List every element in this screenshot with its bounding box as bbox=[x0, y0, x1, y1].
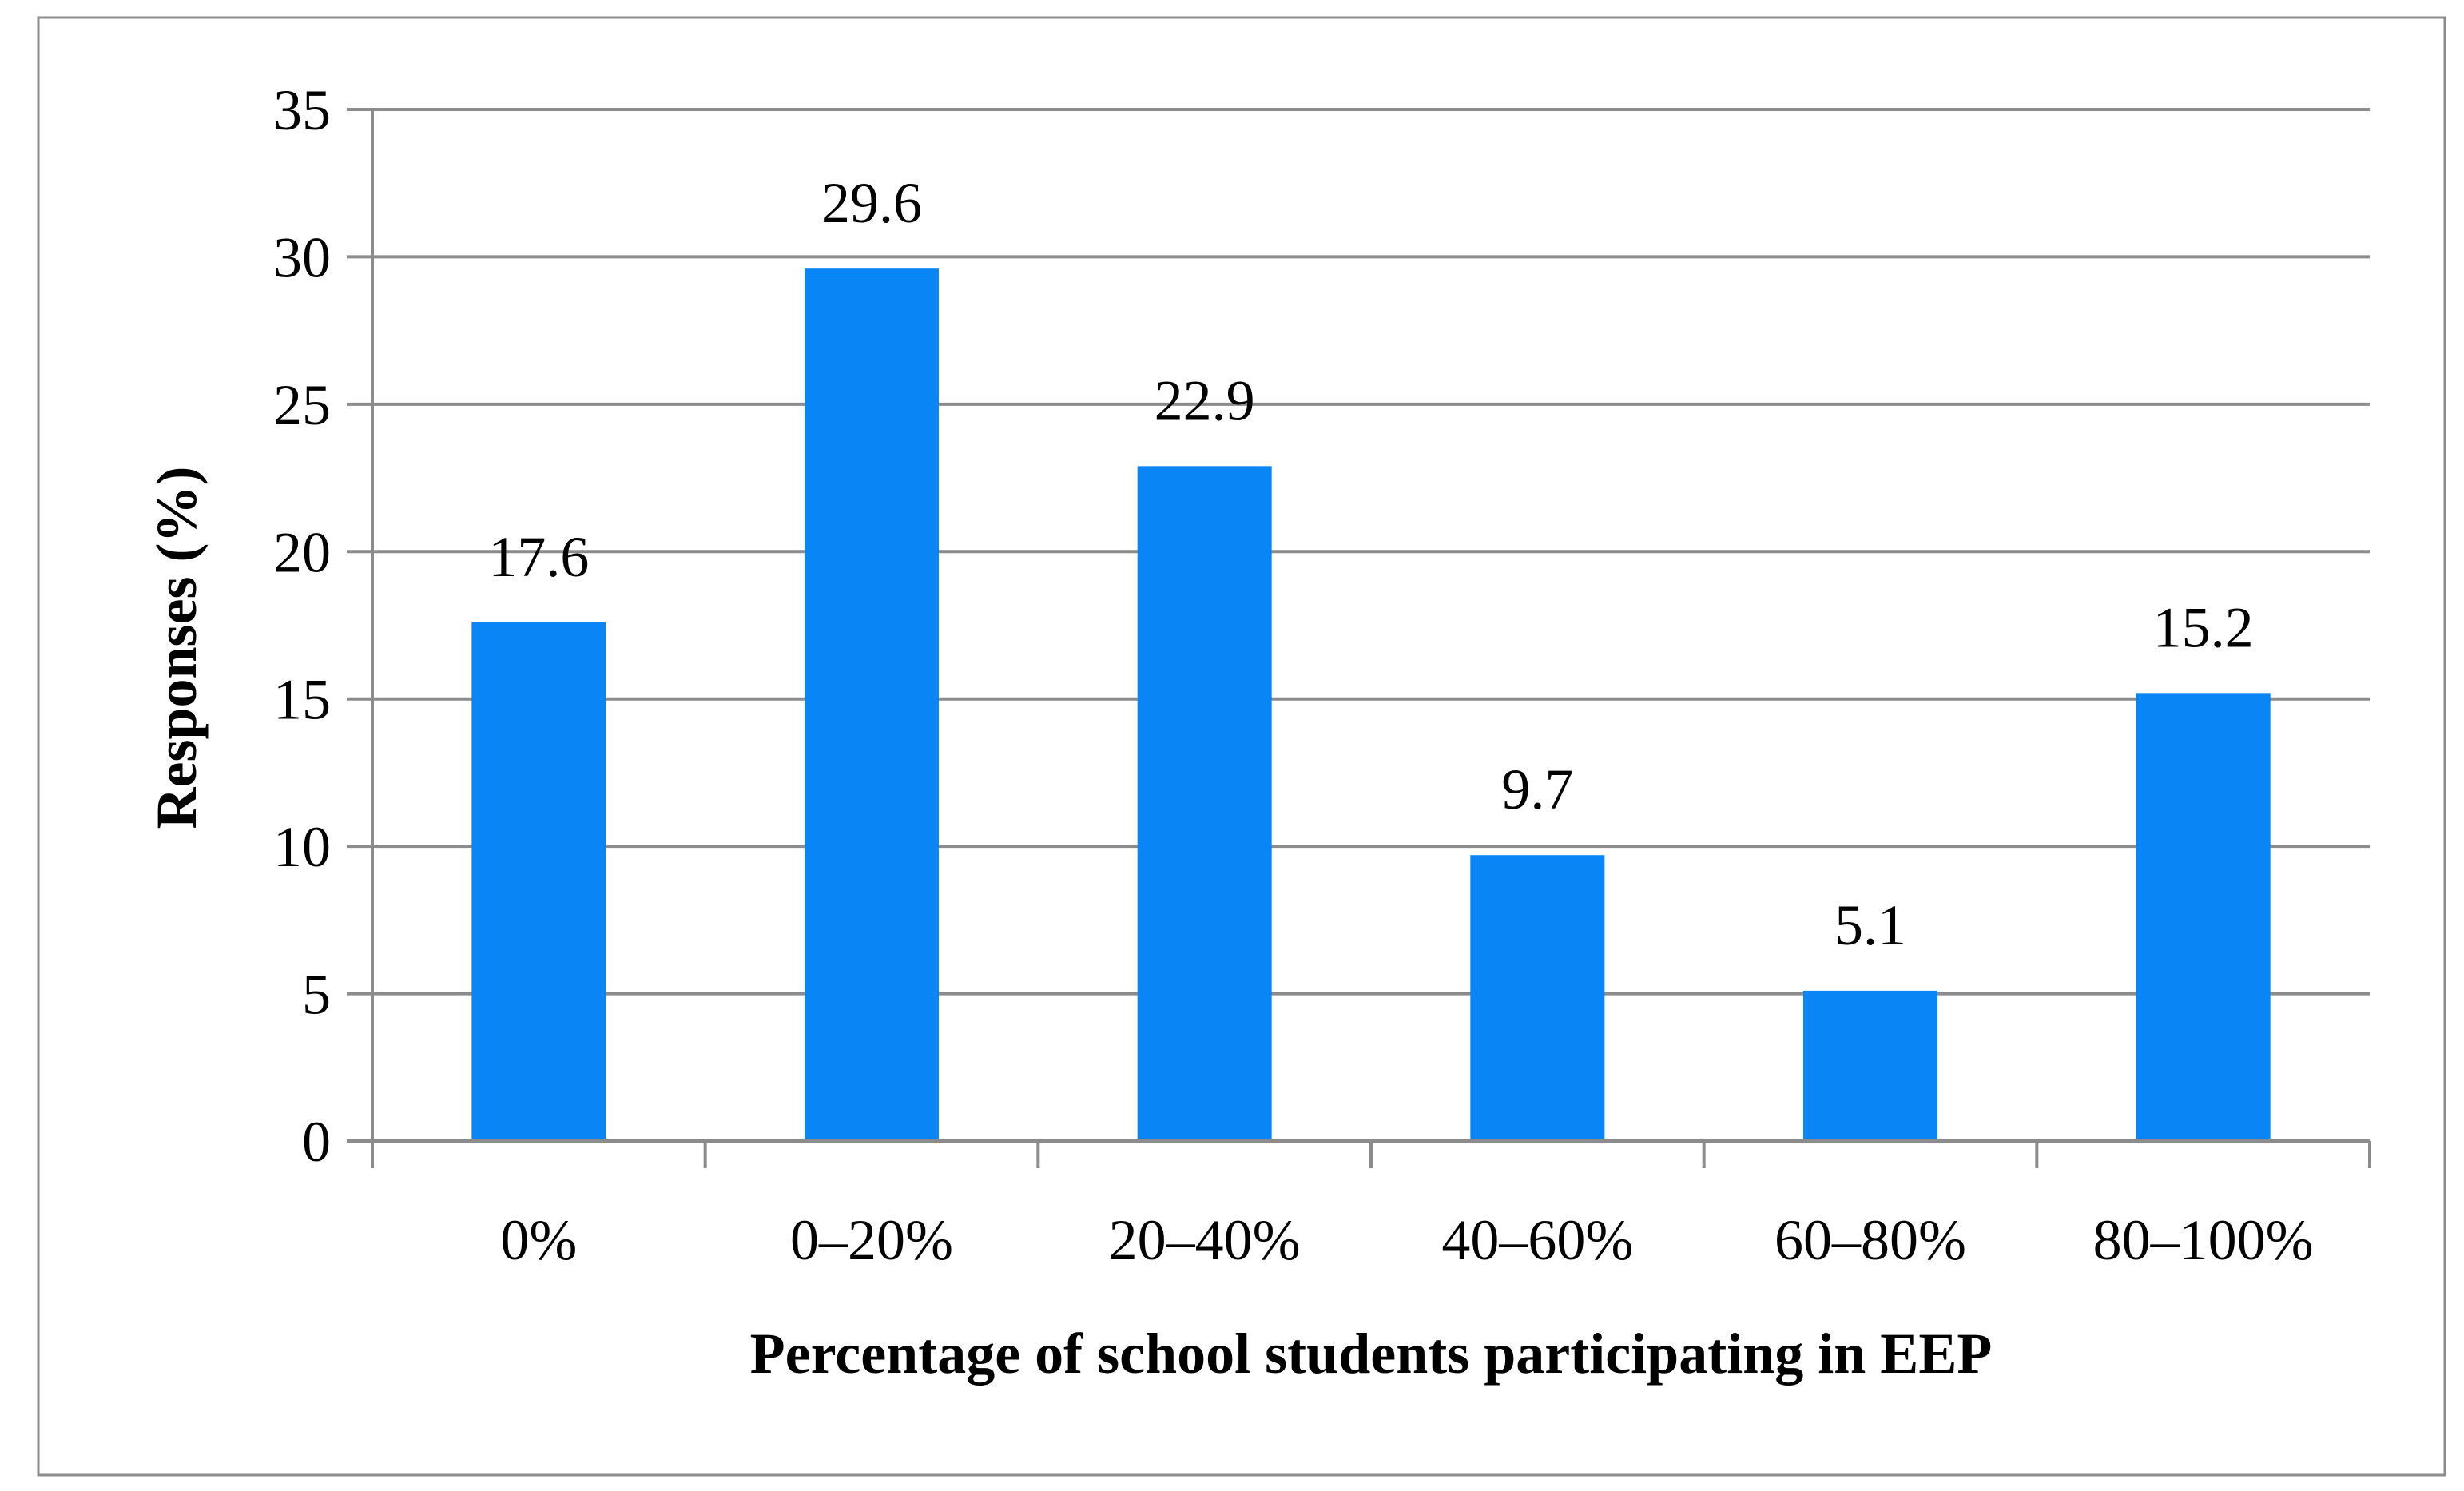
bar-4 bbox=[1470, 855, 1605, 1141]
data-label: 15.2 bbox=[2153, 595, 2254, 659]
x-axis-title: Percentage of school students participat… bbox=[750, 1322, 1993, 1386]
x-tick-label: 20–40% bbox=[1109, 1208, 1301, 1272]
y-tick-label: 20 bbox=[273, 520, 331, 584]
data-label: 29.6 bbox=[821, 171, 922, 235]
bar-2 bbox=[805, 268, 939, 1141]
x-tick-label: 80–100% bbox=[2093, 1208, 2314, 1272]
y-tick-label: 5 bbox=[302, 963, 331, 1027]
data-labels: 17.6 29.6 22.9 9.7 5.1 15.2 bbox=[488, 171, 2253, 957]
bars bbox=[471, 268, 2271, 1141]
y-tick-label: 25 bbox=[273, 373, 331, 437]
x-tick-label: 40–60% bbox=[1441, 1208, 1633, 1272]
data-label: 22.9 bbox=[1155, 368, 1255, 432]
y-tick-label: 10 bbox=[273, 815, 331, 879]
data-label: 9.7 bbox=[1501, 757, 1573, 821]
x-tick-label: 0–20% bbox=[790, 1208, 953, 1272]
x-tick-label: 0% bbox=[500, 1208, 577, 1272]
data-label: 5.1 bbox=[1834, 893, 1906, 957]
gridlines bbox=[372, 108, 2370, 996]
bar-3 bbox=[1137, 466, 1272, 1141]
y-axis-title: Responses (%) bbox=[145, 466, 209, 829]
y-tick-label: 30 bbox=[273, 225, 331, 289]
bar-5 bbox=[1803, 990, 1937, 1141]
axes: 0 5 10 15 20 25 30 35 0% 0–20% 20–40% 40–60% 60–80% 8… bbox=[273, 78, 2371, 1272]
data-label: 17.6 bbox=[488, 525, 589, 589]
bar-1 bbox=[471, 622, 606, 1141]
x-tick-label: 60–80% bbox=[1774, 1208, 1966, 1272]
bar-6 bbox=[2136, 693, 2271, 1141]
y-tick-label: 15 bbox=[273, 668, 331, 732]
y-tick-label: 0 bbox=[302, 1110, 331, 1174]
y-tick-label: 35 bbox=[273, 78, 331, 142]
